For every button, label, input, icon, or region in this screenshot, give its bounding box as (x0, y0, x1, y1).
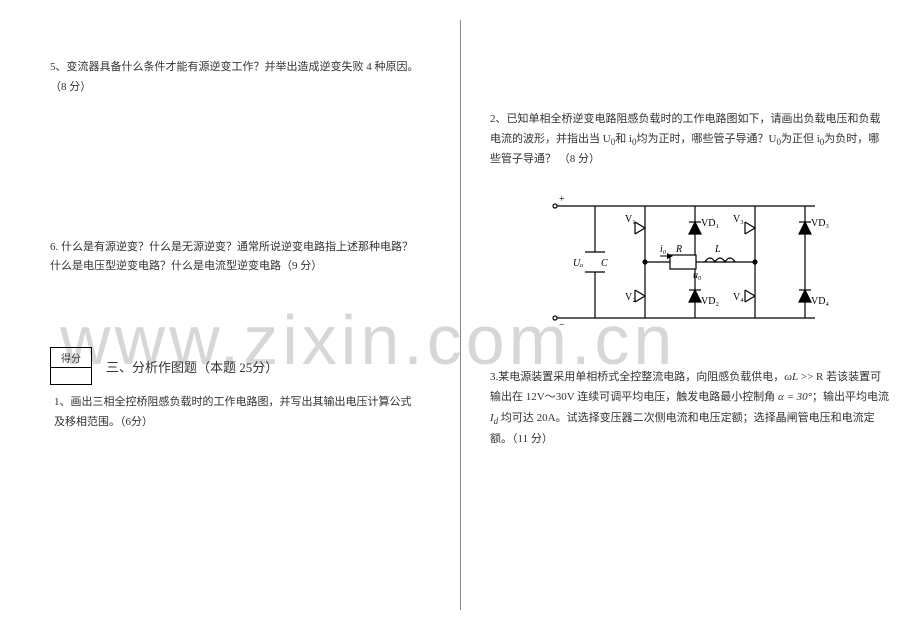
question-5: 5、变流器具备什么条件才能有源逆变工作？并举出造成逆变失败 4 种原因。（8 分… (50, 58, 420, 98)
score-box: 得分 (50, 347, 92, 385)
q2-text-b: 和 i (615, 133, 632, 145)
score-label: 得分 (51, 348, 91, 368)
question-3: 3.某电源装置采用单相桥式全控整流电路，向阻感负载供电，ωL >> R 若该装置… (490, 367, 890, 450)
q3-text-d: 均可达 20A。试选择变压器二次侧电流和电压定额；选择晶闸管电压和电流定额。（1… (490, 412, 875, 446)
q2-text-d: 为正但 i (781, 133, 820, 145)
label-minus: − (559, 320, 565, 331)
section-3-title: 三、分析作图题（本题 25分） (106, 347, 278, 376)
label-V3: V₃ (733, 214, 744, 225)
label-VD4: VD₄ (811, 296, 829, 307)
label-uo: u₀ (693, 270, 702, 281)
label-L: L (714, 244, 721, 255)
q3-text-a: 3.某电源装置采用单相桥式全控整流电路，向阻感负载供电， (490, 371, 784, 383)
label-plus: + (559, 194, 565, 205)
label-Ud: Uₐ (573, 258, 583, 269)
section-3-header: 得分 三、分析作图题（本题 25分） (50, 347, 420, 385)
question-3-1: 1、画出三相全控桥阻感负载时的工作电路图，并写出其输出电压计算公式及移相范围。（… (54, 393, 420, 433)
q3-text-c: ；输出平均电流 (812, 391, 889, 403)
label-V2: V₂ (625, 292, 636, 303)
left-column: 5、变流器具备什么条件才能有源逆变工作？并举出造成逆变失败 4 种原因。（8 分… (0, 0, 460, 638)
label-V1: V₁ (625, 214, 636, 225)
label-VD2: VD₂ (701, 296, 719, 307)
question-6: 6. 什么是有源逆变？什么是无源逆变？通常所说逆变电路指上述那种电路？什么是电压… (50, 238, 420, 278)
label-io: i₀ (660, 244, 667, 255)
q3-Id: Id (490, 412, 498, 424)
q3-omegaL: ωL (784, 371, 798, 383)
label-C: C (601, 258, 608, 269)
right-column: 2、已知单相全桥逆变电路阻感负载时的工作电路图如下，请画出负载电压和负载电流的波… (460, 0, 920, 638)
score-blank (51, 368, 91, 384)
label-VD1: VD₁ (701, 218, 719, 229)
circuit-svg: + − Uₐ C V₁ V₂ V₃ V₄ VD₁ VD₂ VD₃ VD₄ R L… (545, 182, 835, 342)
circuit-diagram: + − Uₐ C V₁ V₂ V₃ V₄ VD₁ VD₂ VD₃ VD₄ R L… (545, 182, 835, 345)
label-R: R (675, 244, 682, 255)
q2-text-c: 均为正时，哪些管子导通？U (637, 133, 777, 145)
label-VD3: VD₃ (811, 218, 829, 229)
question-2: 2、已知单相全桥逆变电路阻感负载时的工作电路图如下，请画出负载电压和负载电流的波… (490, 110, 890, 170)
label-V4: V₄ (733, 292, 744, 303)
q3-alpha: α = 30° (778, 391, 812, 403)
